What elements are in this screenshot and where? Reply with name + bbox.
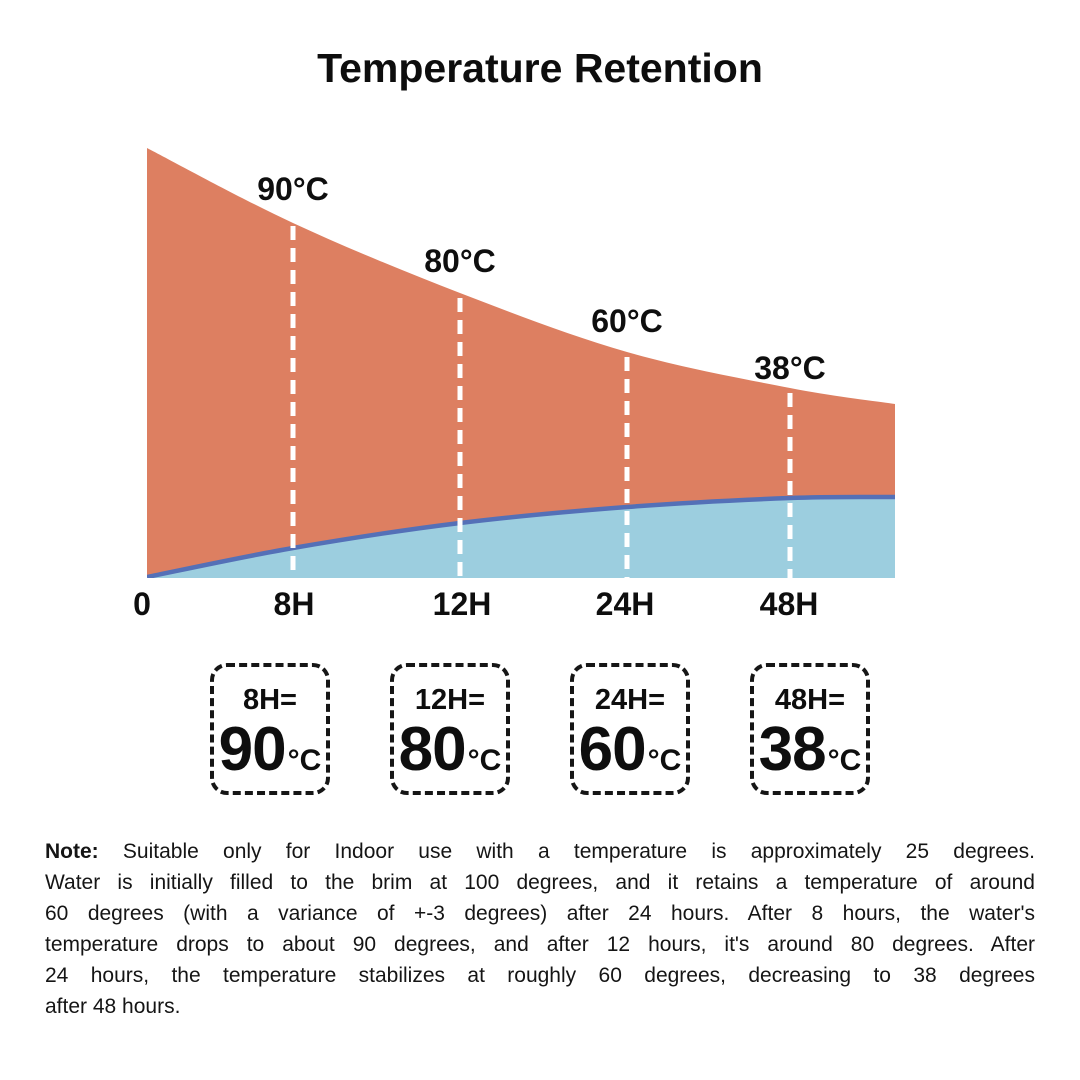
point-label-12h: 80°C <box>424 243 496 279</box>
x-tick-0: 0 <box>133 586 151 622</box>
temperature-chart-svg: 90°C 80°C 60°C 38°C <box>147 148 895 578</box>
callout-48h: 48H= 38 °C <box>750 663 870 795</box>
chart-title: Temperature Retention <box>317 45 763 91</box>
note-label: Note: <box>45 840 99 863</box>
x-tick-24h: 24H <box>595 586 655 622</box>
callout-temp: 80 °C <box>398 714 502 784</box>
callout-time-label: 24H= <box>594 683 666 716</box>
callout-8h: 8H= 90 °C <box>210 663 330 795</box>
callout-temp-value: 80 <box>398 714 467 784</box>
note-line: 60 degrees (with a variance of +-3 degre… <box>45 902 1035 925</box>
callout-temp-value: 90 <box>218 714 287 784</box>
x-tick-8h: 8H <box>273 586 315 622</box>
callout-temp-unit: °C <box>287 743 322 777</box>
cool-line <box>147 494 895 578</box>
x-tick-48h: 48H <box>759 586 819 622</box>
callout-temp: 38 °C <box>758 714 862 784</box>
callout-temp-unit: °C <box>647 743 682 777</box>
x-tick-12h: 12H <box>432 586 492 622</box>
callout-24h: 24H= 60 °C <box>570 663 690 795</box>
callout-row: 8H= 90 °C 12H= 80 °C 24H= 60 °C 48H= 38 <box>210 663 870 795</box>
callout-temp-value: 60 <box>578 714 647 784</box>
note-line: temperature drops to about 90 degrees, a… <box>45 933 1035 956</box>
callout-temp: 60 °C <box>578 714 682 784</box>
callout-time-label: 8H= <box>242 683 297 716</box>
note-line: Note: Suitable only for Indoor use with … <box>45 840 1035 863</box>
hot-area <box>147 148 895 578</box>
cool-area <box>147 496 895 578</box>
temperature-chart: 90°C 80°C 60°C 38°C <box>147 148 895 578</box>
callout-time-label: 48H= <box>774 683 846 716</box>
point-label-8h: 90°C <box>257 171 329 207</box>
note-line: after 48 hours. <box>45 995 181 1018</box>
point-label-48h: 38°C <box>754 350 826 386</box>
callout-temp-unit: °C <box>827 743 862 777</box>
callout-temp: 90 °C <box>218 714 322 784</box>
callout-time-label: 12H= <box>414 683 486 716</box>
point-label-24h: 60°C <box>591 303 663 339</box>
callout-temp-unit: °C <box>467 743 502 777</box>
callout-12h: 12H= 80 °C <box>390 663 510 795</box>
note-line: Water is initially filled to the brim at… <box>45 871 1035 894</box>
callout-temp-value: 38 <box>758 714 827 784</box>
note-line: 24 hours, the temperature stabilizes at … <box>45 964 1035 987</box>
note-paragraph: Note: Suitable only for Indoor use with … <box>45 836 1035 1022</box>
